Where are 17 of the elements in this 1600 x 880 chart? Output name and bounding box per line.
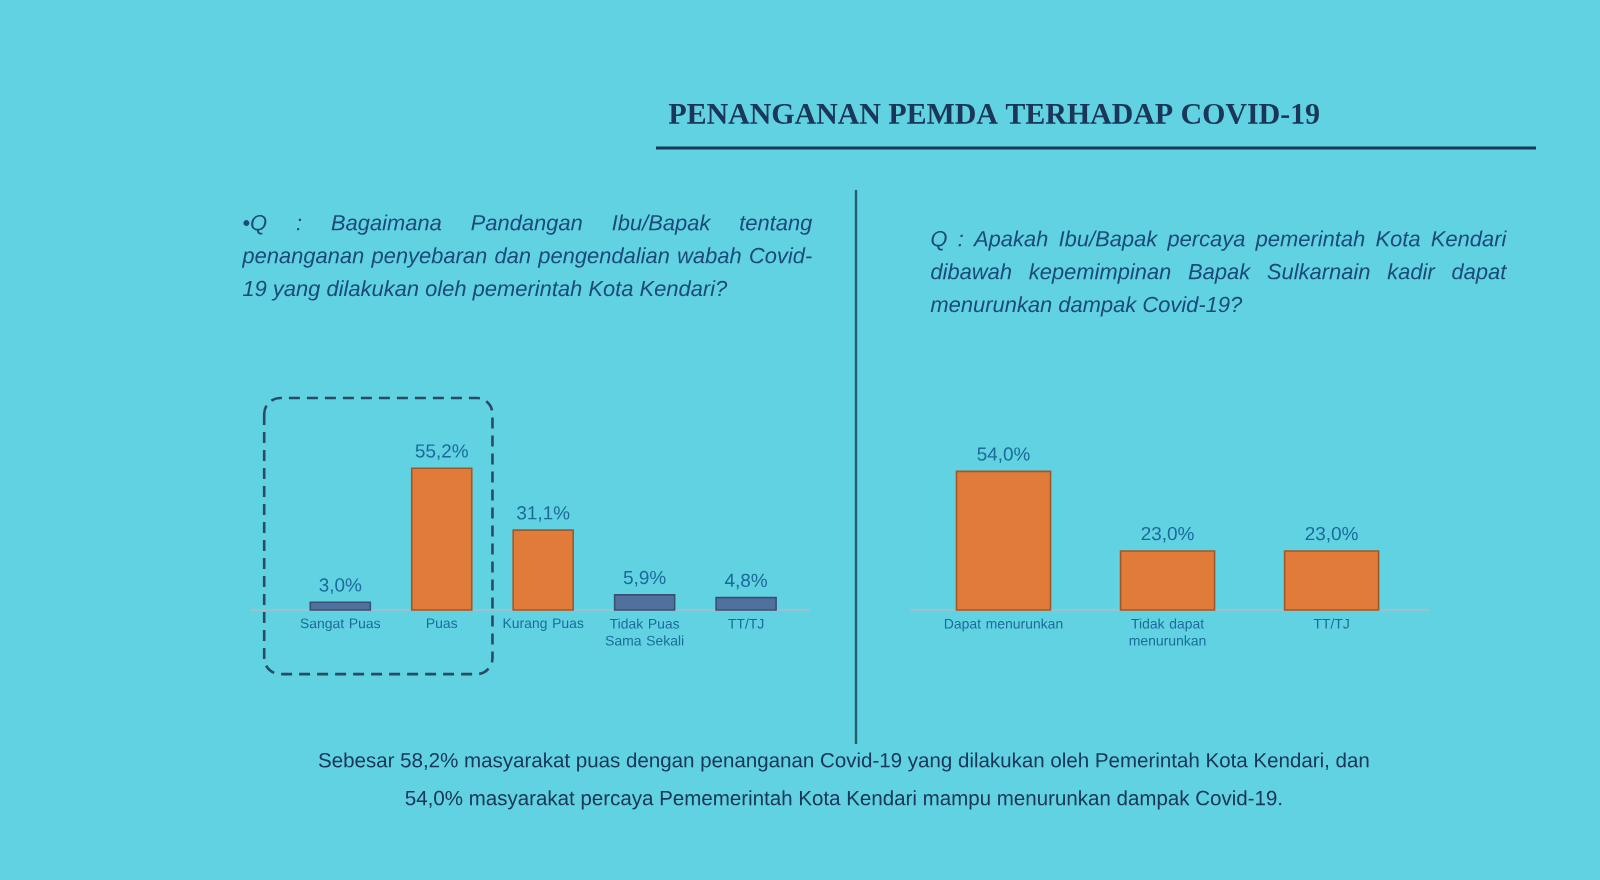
data-label: 23,0% (1141, 526, 1194, 543)
bar (410, 467, 473, 611)
data-label: 5,9% (623, 570, 666, 587)
chart-title: Q : Apakah Ibu/Bapak percaya pemerintah Kota Kendari dibawah kepemimpinan Bapak Sulkarnain kadir dapat menurunkan dampak Covid-19? (930, 230, 1508, 317)
data-label: 3,0% (319, 578, 362, 594)
bar (613, 594, 676, 611)
data-label: 4,8% (724, 573, 767, 590)
text: PENANGANAN PEMDA TERHADAP COVID-19 (668, 103, 1319, 125)
bar (512, 529, 574, 611)
data-label: 55,2% (415, 444, 468, 460)
data-label: 31,1% (517, 506, 570, 522)
text: Sebesar 58,2% masyarakat puas dengan penanganan Covid-19 yang dilakukan oleh Pemerintah Kota Kendari, dan 54,0% masyarakat percaya Pememerintah Kota Kendari mampu menurunkan dampak Covid-19. (318, 752, 1369, 810)
bar (309, 601, 372, 611)
chart-subtitle: •Q : Bagaimana Pandangan Ibu/Bapak tentang penanganan penyebaran dan pengendalian wabah Covid-19 yang dilakukan oleh pemerintah Kota Kendari? (241, 214, 813, 301)
data-label: 54,0% (977, 447, 1030, 463)
bar (715, 596, 777, 611)
data-label: 23,0% (1305, 526, 1358, 543)
